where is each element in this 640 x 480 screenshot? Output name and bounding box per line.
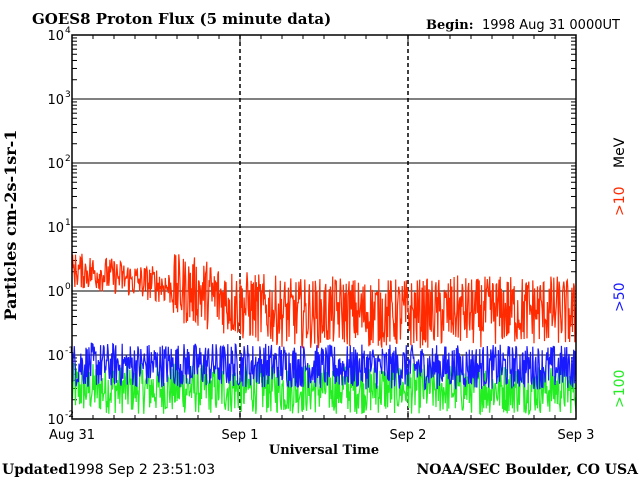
y-tick-exponent: 1 [65,218,71,228]
chart-title: GOES8 Proton Flux (5 minute data) [32,10,331,28]
updated-value: 1998 Sep 2 23:51:03 [68,462,215,478]
y-tick-label: 10 [47,285,64,300]
legend: >10 MeV >50 >100 [612,137,628,408]
y-tick-label: 10 [47,349,64,364]
y-tick-exponent: -1 [65,346,74,356]
legend-gt100: >100 [612,370,628,408]
x-tick-labels: Aug 31 Sep 1 Sep 2 Sep 3 [49,428,594,443]
series-layer [71,253,577,416]
y-tick-label: 10 [47,221,64,236]
y-tick-exponent: 3 [65,90,71,100]
begin-value: 1998 Aug 31 0000UT [482,18,620,33]
x-tick-label: Sep 1 [222,428,259,443]
y-tick-exponent: 2 [65,154,71,164]
y-tick-exponent: 4 [65,26,71,36]
series-line-gt10 [71,253,577,349]
plot-frame [71,34,577,420]
x-tick-label: Sep 2 [390,428,427,443]
legend-mev: MeV [612,137,628,168]
legend-gt50: >50 [612,282,628,312]
x-axis-label: Universal Time [269,443,379,458]
y-tick-label: 10 [47,29,64,44]
x-tick-label: Aug 31 [49,428,95,443]
legend-gt10: >10 [612,186,628,216]
y-tick-label: 10 [47,93,64,108]
y-axis-label: Particles cm-2s-1sr-1 [1,130,20,321]
updated-label: Updated [2,462,68,478]
x-tick-label: Sep 3 [558,428,595,443]
y-tick-label: 10 [47,157,64,172]
plot-border [71,34,577,420]
begin-label: Begin: [426,18,474,33]
y-tick-exponent: -2 [65,410,74,420]
series-line-gt50 [71,342,577,391]
y-tick-label: 10 [47,413,64,428]
y-tick-exponent: 0 [65,282,71,292]
credit: NOAA/SEC Boulder, CO USA [417,462,640,478]
